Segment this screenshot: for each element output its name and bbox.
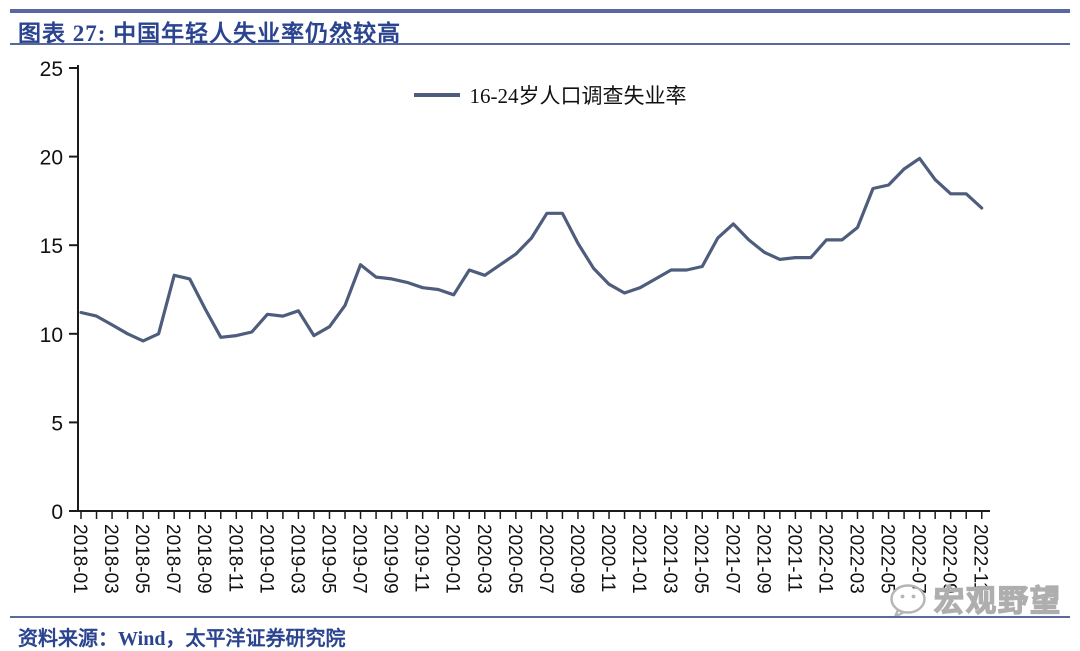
x-tick-label: 2020-03 [473,524,494,594]
x-tick-label: 2021-03 [659,524,680,594]
x-tick-label: 2020-01 [442,524,463,594]
title-divider [10,43,1070,45]
x-tick-label: 2022-07 [908,524,929,594]
x-tick-label: 2022-01 [814,524,835,594]
y-tick-label: 0 [51,501,63,524]
x-tick-label: 2022-03 [846,524,867,594]
x-tick-label: 2020-07 [535,524,556,594]
x-tick-label: 2018-07 [162,524,183,594]
x-tick-label: 2020-05 [504,524,525,594]
y-tick-label: 5 [51,412,63,435]
x-tick-label: 2018-09 [193,524,214,594]
x-tick-label: 2021-09 [752,524,773,594]
x-tick-label: 2019-07 [349,524,370,594]
x-tick-label: 2020-11 [597,524,618,592]
footer-divider [10,616,1070,618]
legend-line-swatch [413,93,460,97]
x-tick-label: 2019-03 [286,524,307,594]
x-tick-label: 2018-03 [100,524,121,594]
x-tick-label: 2021-05 [690,524,711,594]
x-tick-label: 2018-01 [69,524,90,594]
y-tick-label: 25 [40,58,63,81]
series-line [79,156,984,343]
x-tick-label: 2021-07 [721,524,742,594]
watermark: 宏观野望 [888,582,1062,622]
x-tick-label: 2020-09 [566,524,587,594]
legend: 16-24岁人口调查失业率 [20,80,1080,110]
y-tick-label: 15 [40,235,63,258]
x-tick-label: 2019-05 [317,524,338,594]
x-tick-label: 2022-05 [877,524,898,594]
y-tick-label: 10 [40,324,63,347]
source-note: 资料来源：Wind，太平洋证券研究院 [18,628,346,650]
legend-label: 16-24岁人口调查失业率 [469,84,687,108]
x-tick-label: 2019-01 [255,524,276,594]
y-tick-label: 20 [40,147,63,170]
watermark-text: 宏观野望 [933,585,1062,618]
top-divider [10,9,1070,13]
x-tick-label: 2019-11 [411,524,432,592]
x-tick-label: 2022-11 [970,524,991,592]
x-tick-label: 2022-09 [939,524,960,594]
x-tick-label: 2021-01 [628,524,649,594]
x-tick-label: 2021-11 [783,524,804,592]
x-tick-label: 2019-09 [380,524,401,594]
x-tick-label: 2018-11 [224,524,245,592]
x-tick-label: 2018-05 [131,524,152,594]
chart-title: 图表 27: 中国年轻人失业率仍然较高 [18,21,402,46]
